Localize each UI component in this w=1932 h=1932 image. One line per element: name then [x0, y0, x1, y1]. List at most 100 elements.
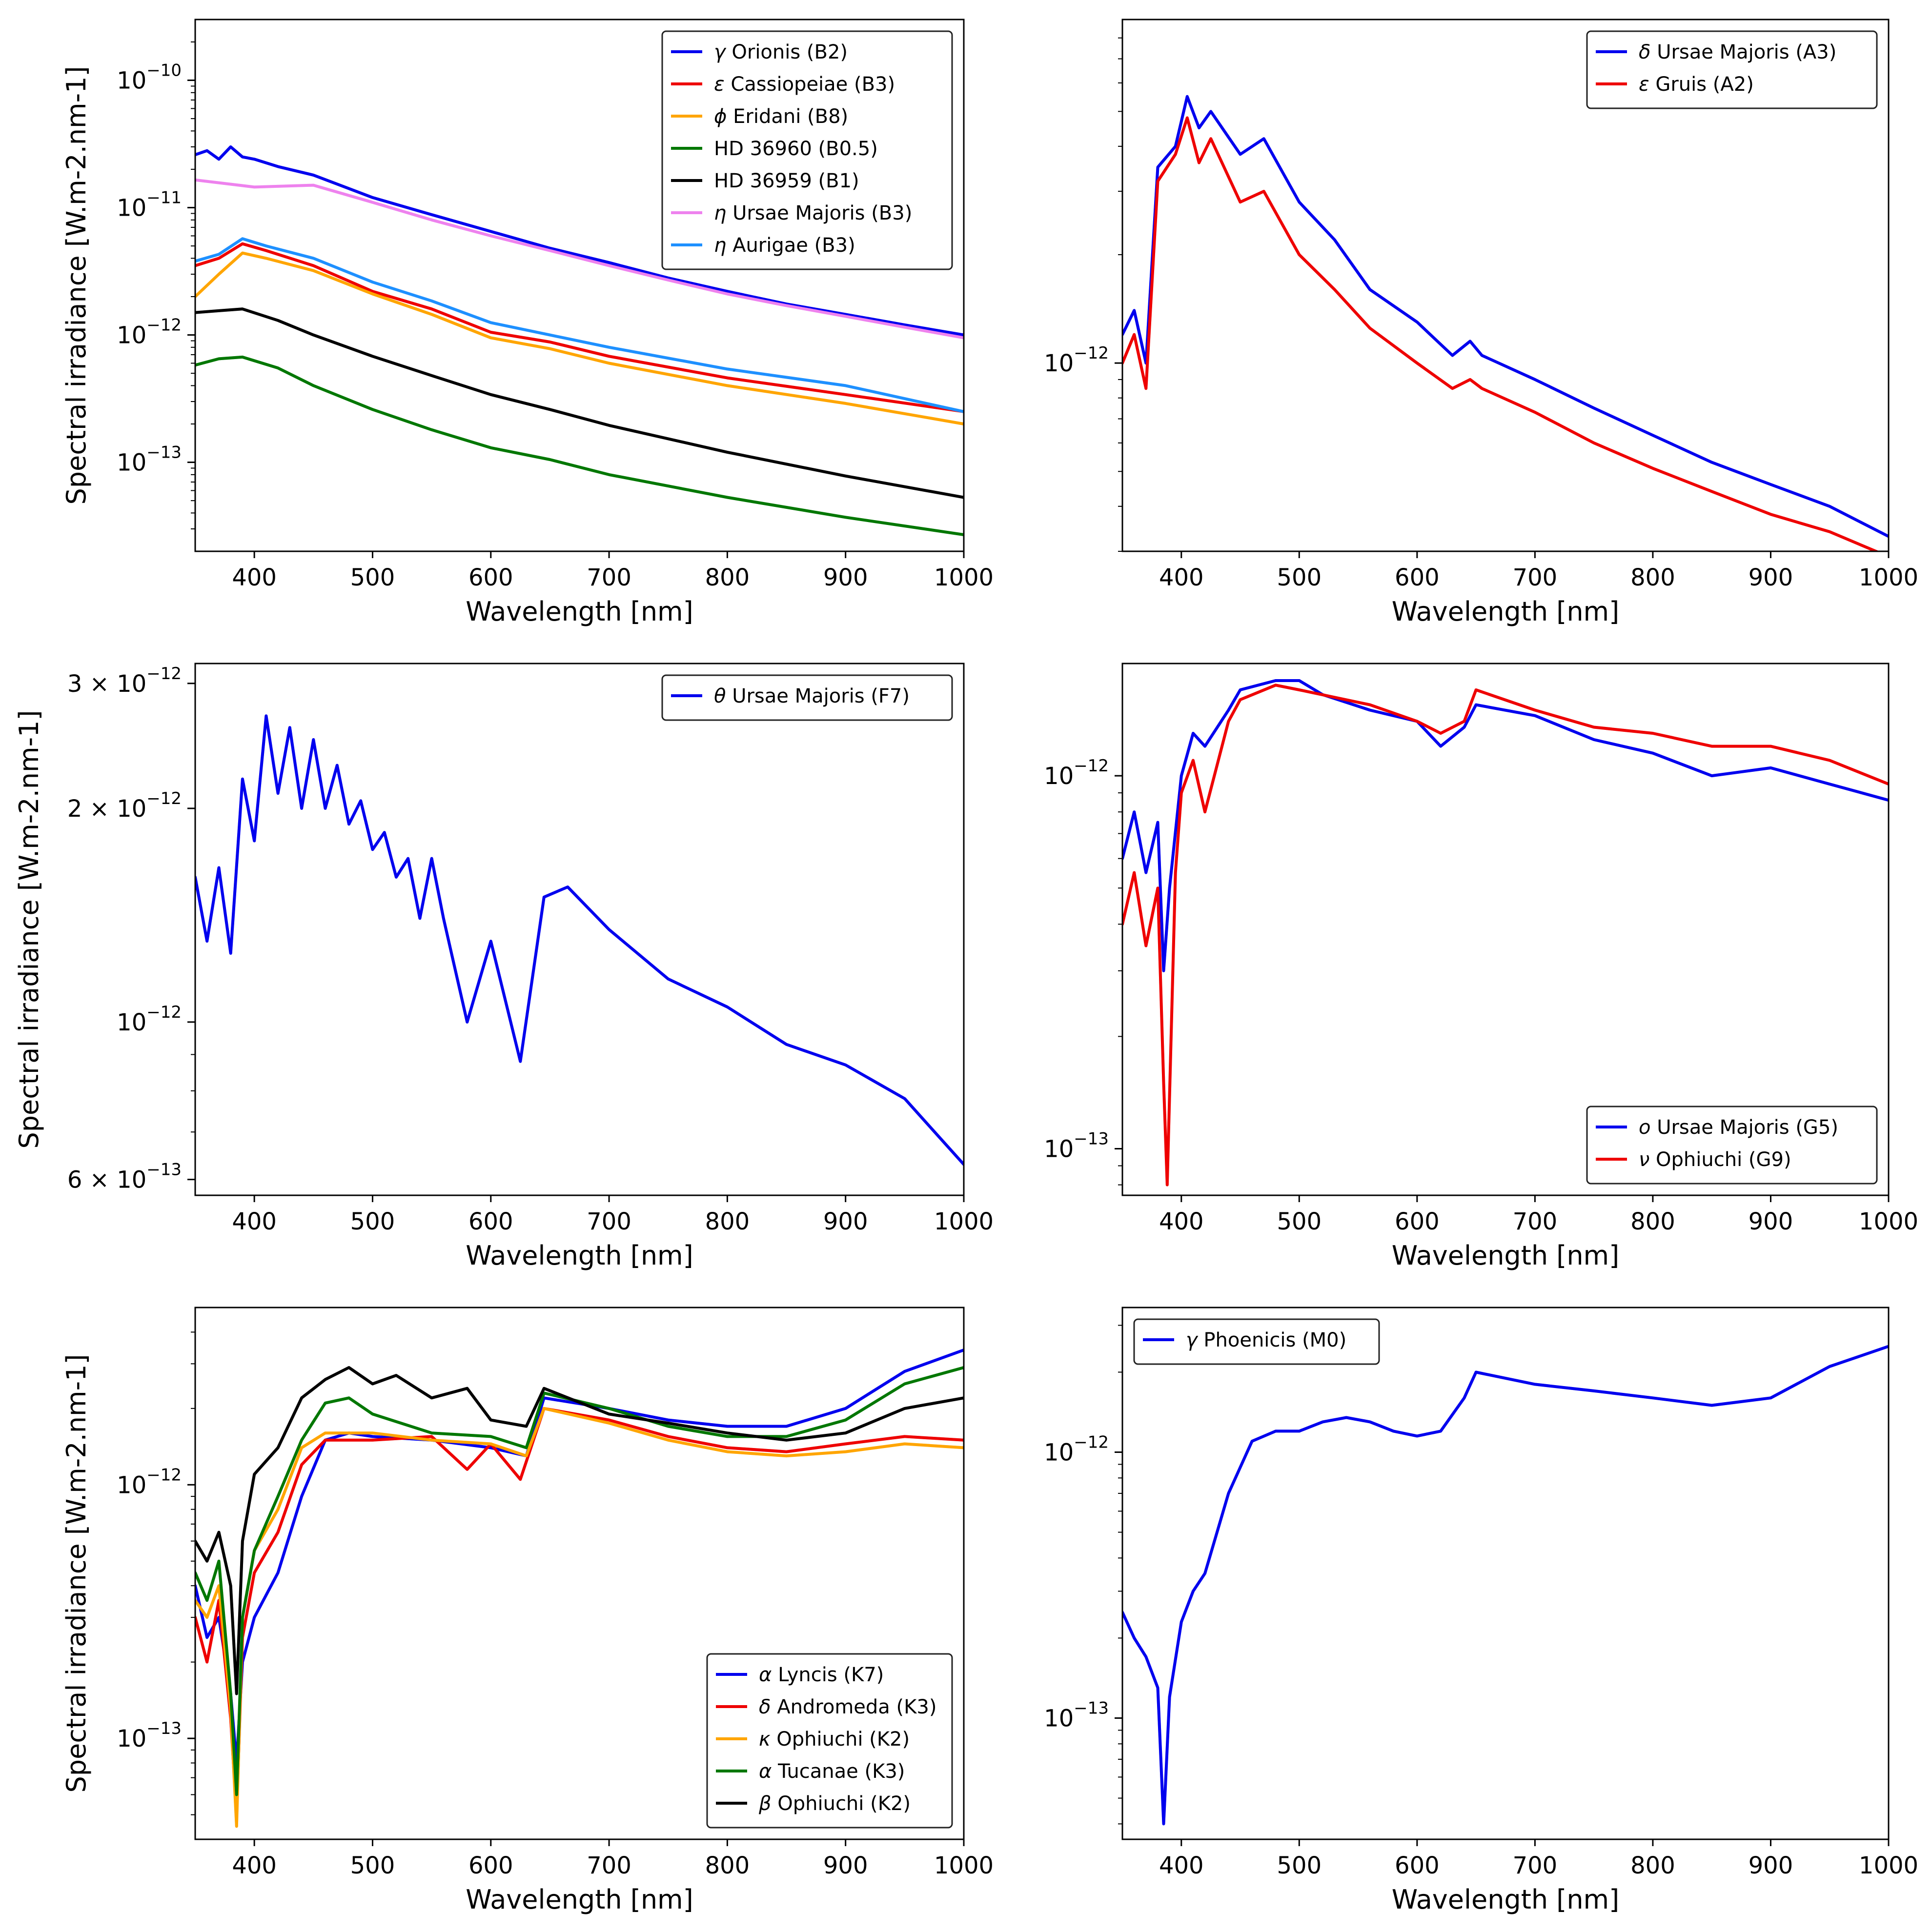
x-tick-label: 900: [1749, 564, 1793, 591]
plot-area: [195, 1348, 964, 1828]
legend-entry-label: o Ursae Majoris (G5): [1639, 1116, 1838, 1139]
x-axis-title: Wavelength [nm]: [1392, 1240, 1619, 1271]
x-tick-label: 700: [1513, 1852, 1558, 1879]
legend-entry-label: δ Ursae Majoris (A3): [1639, 41, 1836, 63]
legend: θ Ursae Majoris (F7): [661, 674, 953, 721]
series-line-3: [195, 251, 964, 425]
y-tick-label: 10−12: [1044, 1433, 1109, 1467]
chart-panel-1: 400 500 600 700 800 900 1000 10−13 10−12 10−11 10−…: [61, 19, 994, 627]
y-tick-label: 10−13: [1044, 1129, 1109, 1163]
chart-panel-6: 400 500 600 700 800 900 1000 10−13 10−12 Waveleng…: [1044, 1307, 1918, 1915]
legend-entry-label: HD 36960 (B0.5): [714, 138, 878, 160]
series-line-7: [195, 237, 964, 413]
legend-box: [1586, 1106, 1878, 1185]
y-tick-label: 10−13: [1044, 1699, 1109, 1732]
x-tick-label: 800: [1630, 1208, 1675, 1235]
axes-frame: [194, 19, 965, 552]
legend-entry-label: δ Andromeda (K3): [759, 1696, 936, 1718]
x-tick-label: 1000: [1859, 564, 1918, 591]
legend-entry-label: γ Phoenicis (M0): [1186, 1329, 1346, 1351]
axes-frame: [194, 1307, 965, 1840]
legend: α Lyncis (K7) δ Andromeda (K3) κ Ophiuchi …: [706, 1653, 953, 1829]
x-axis-title: Wavelength [nm]: [466, 1240, 693, 1271]
series-line-1: [195, 714, 964, 1166]
chart-panel-3: 400 500 600 700 800 900 1000 6 × 10−13 10−12 2 × …: [14, 663, 994, 1271]
x-tick-label: 1000: [934, 1852, 994, 1879]
x-tick-label: 500: [1277, 1852, 1322, 1879]
series-line-1: [195, 145, 964, 337]
y-tick-label: 6 × 10−13: [67, 1160, 182, 1194]
series-line-1: [1122, 679, 1889, 972]
plot-area: [195, 714, 964, 1166]
axes-frame: [1121, 19, 1890, 552]
legend-entry-label: α Tucanae (K3): [759, 1760, 905, 1783]
x-axis-title: Wavelength [nm]: [1392, 596, 1619, 627]
legend-box: [1133, 1318, 1380, 1365]
series-line-2: [1122, 684, 1889, 1187]
x-tick-label: 800: [705, 564, 750, 591]
x-tick-label: 600: [468, 564, 513, 591]
legend-entry-label: α Lyncis (K7): [759, 1664, 884, 1686]
y-axis-title: Spectral irradiance [W.m-2.nm-1]: [61, 1354, 92, 1792]
legend: o Ursae Majoris (G5) ν Ophiuchi (G9): [1586, 1106, 1878, 1185]
series-line-5: [195, 307, 964, 499]
x-tick-label: 900: [823, 1852, 868, 1879]
x-tick-label: 400: [232, 1208, 277, 1235]
y-tick-label: 10−12: [117, 1003, 182, 1036]
x-tick-label: 600: [468, 1208, 513, 1235]
x-tick-label: 400: [232, 1852, 277, 1879]
x-tick-label: 800: [1630, 564, 1675, 591]
legend-entry-label: γ Orionis (B2): [714, 41, 848, 63]
legend-box: [706, 1653, 953, 1829]
x-tick-label: 600: [1395, 1852, 1440, 1879]
legend-entry-label: β Ophiuchi (K2): [758, 1792, 911, 1815]
y-tick-label: 10−13: [117, 443, 182, 477]
series-line-1: [1122, 1345, 1889, 1826]
x-tick-label: 1000: [934, 564, 994, 591]
x-tick-label: 800: [705, 1208, 750, 1235]
x-tick-label: 1000: [1859, 1208, 1918, 1235]
x-tick-label: 900: [1749, 1208, 1793, 1235]
legend: γ Phoenicis (M0): [1133, 1318, 1380, 1365]
x-tick-label: 600: [468, 1852, 513, 1879]
x-axis-title: Wavelength [nm]: [466, 1884, 693, 1915]
series-line-2: [195, 242, 964, 413]
chart-panel-4: 400 500 600 700 800 900 1000 10−13 10−12 Waveleng…: [1044, 663, 1918, 1271]
legend: γ Orionis (B2) ε Cassiopeiae (B3) ϕ Eridan…: [661, 30, 953, 270]
x-tick-label: 500: [1277, 1208, 1322, 1235]
x-axis-title: Wavelength [nm]: [466, 596, 693, 627]
legend-box: [661, 674, 953, 721]
legend-entry-label: θ Ursae Majoris (F7): [714, 685, 910, 707]
legend-entry-label: η Aurigae (B3): [714, 234, 855, 257]
axes-frame: [1121, 1307, 1890, 1840]
x-tick-label: 500: [350, 1208, 395, 1235]
y-tick-label: 10−12: [117, 316, 182, 349]
x-tick-label: 400: [1159, 1852, 1204, 1879]
x-tick-label: 500: [1277, 564, 1322, 591]
x-axis-title: Wavelength [nm]: [1392, 1884, 1619, 1915]
legend-box: [661, 30, 953, 270]
series-error-band-1: [1122, 95, 1889, 538]
x-tick-label: 900: [823, 564, 868, 591]
series-error-band-1: [1122, 679, 1889, 972]
x-tick-label: 500: [350, 564, 395, 591]
legend-entry-label: η Ursae Majoris (B3): [714, 202, 912, 224]
axes-frame: [194, 663, 965, 1196]
y-tick-label: 10−11: [117, 188, 182, 222]
y-axis-title: Spectral irradiance [W.m-2.nm-1]: [14, 710, 44, 1148]
series-line-2: [1122, 116, 1880, 551]
x-tick-label: 400: [1159, 1208, 1204, 1235]
chart-panel-2: 400 500 600 700 800 900 1000 10−12 Wavelength [n…: [1044, 19, 1918, 627]
chart-panel-5: 400 500 600 700 800 900 1000 10−13 10−12 Waveleng…: [61, 1307, 994, 1915]
series-error-band-2: [1122, 116, 1880, 551]
series-line-5: [195, 1366, 964, 1695]
series-error-band-3: [195, 251, 964, 425]
legend-entry-label: ε Cassiopeiae (B3): [714, 73, 895, 96]
x-tick-label: 1000: [1859, 1852, 1918, 1879]
legend-entry-label: HD 36959 (B1): [714, 170, 859, 192]
y-tick-label: 10−12: [117, 1465, 182, 1499]
y-tick-label: 10−13: [117, 1719, 182, 1752]
legend-box: [1586, 30, 1878, 109]
series-line-4: [195, 355, 964, 536]
